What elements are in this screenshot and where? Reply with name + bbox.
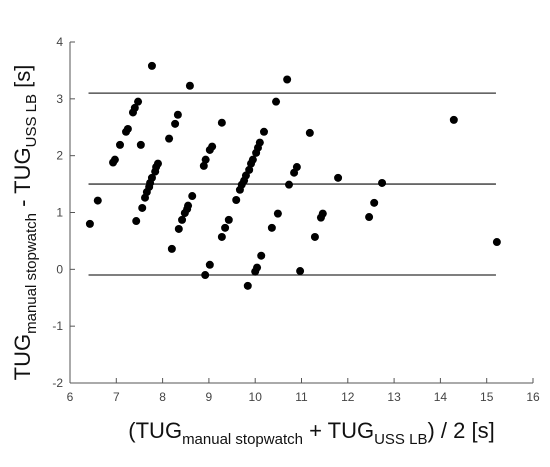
x-tick-label: 8	[159, 390, 166, 404]
point	[85, 219, 94, 228]
point	[243, 281, 252, 290]
point	[208, 142, 217, 151]
x-tick-label: 12	[341, 390, 355, 404]
x-axis-label: (TUGmanual stopwatch + TUGUSS LB) / 2 [s…	[128, 418, 494, 448]
point	[221, 223, 230, 232]
point	[174, 224, 183, 233]
point	[165, 134, 174, 143]
point	[184, 201, 193, 210]
point	[283, 75, 292, 84]
y-tick-label: 0	[56, 262, 63, 276]
point	[292, 163, 301, 172]
y-tick-label: -2	[52, 376, 63, 390]
x-tick-label: 11	[295, 390, 308, 404]
point	[153, 159, 162, 168]
point	[267, 223, 276, 232]
label-subscript: manual stopwatch	[23, 213, 40, 334]
x-tick-label: 14	[434, 390, 448, 404]
label-part: - TUG	[10, 147, 35, 213]
point	[147, 61, 156, 70]
point	[253, 263, 262, 272]
point	[93, 196, 102, 205]
point	[123, 124, 132, 133]
label-part: ) / 2 [s]	[427, 418, 494, 443]
point	[110, 155, 119, 164]
point	[255, 138, 264, 147]
point	[365, 213, 374, 222]
x-tick-label: 15	[480, 390, 494, 404]
point	[116, 140, 125, 149]
point	[171, 119, 180, 128]
point	[257, 251, 266, 260]
x-tick-label: 6	[67, 390, 74, 404]
point	[296, 267, 305, 276]
point	[217, 232, 226, 241]
point	[245, 165, 254, 174]
point	[201, 271, 210, 280]
y-axis-label: TUGmanual stopwatch - TUGUSS LB [s]	[10, 65, 40, 381]
point	[136, 140, 145, 149]
point	[334, 173, 343, 182]
point	[132, 217, 141, 226]
point	[138, 203, 147, 212]
point	[178, 215, 187, 224]
x-tick-label: 7	[113, 390, 120, 404]
point	[134, 97, 143, 106]
point	[224, 215, 233, 224]
point	[217, 118, 226, 127]
point	[130, 103, 139, 112]
label-subscript: USS LB	[374, 431, 427, 448]
point	[167, 244, 176, 253]
point	[147, 173, 156, 182]
point	[449, 115, 458, 124]
label-part: + TUG	[303, 418, 374, 443]
x-tick-label: 10	[249, 390, 263, 404]
label-subscript: USS LB	[23, 94, 40, 147]
label-part: [s]	[10, 65, 35, 94]
x-tick-label: 16	[526, 390, 540, 404]
y-tick-label: 2	[56, 149, 63, 163]
point	[199, 161, 208, 170]
point	[205, 260, 214, 269]
x-tick-label: 13	[387, 390, 401, 404]
label-part: (TUG	[128, 418, 182, 443]
label-part: TUG	[10, 334, 35, 380]
point	[310, 232, 319, 241]
point	[492, 238, 501, 247]
point	[185, 81, 194, 90]
point	[273, 209, 282, 218]
point	[378, 178, 387, 187]
x-tick-label: 9	[206, 390, 213, 404]
point	[232, 195, 241, 204]
point	[318, 209, 327, 218]
point	[272, 97, 281, 106]
point	[259, 127, 268, 136]
label-subscript: manual stopwatch	[182, 431, 303, 448]
y-tick-label: 1	[56, 206, 63, 220]
y-tick-label: 3	[56, 92, 63, 106]
y-tick-label: -1	[52, 319, 63, 333]
point	[284, 180, 293, 189]
y-tick-label: 4	[56, 35, 63, 49]
point	[173, 110, 182, 119]
point	[188, 192, 197, 201]
point	[201, 155, 210, 164]
point	[248, 155, 257, 164]
point	[370, 198, 379, 207]
point	[305, 128, 314, 137]
